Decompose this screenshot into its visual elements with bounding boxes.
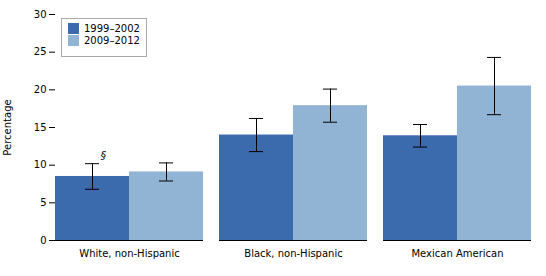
svg-text:§: §	[101, 149, 107, 162]
svg-text:10: 10	[34, 159, 47, 170]
html-text:1999–2002: 1999–2002	[84, 23, 140, 34]
svg-text:25: 25	[34, 46, 47, 57]
svg-text:White, non-Hispanic: White, non-Hispanic	[79, 248, 179, 259]
svg-text:Black, non-Hispanic: Black, non-Hispanic	[244, 248, 342, 259]
svg-text:Mexican American: Mexican American	[411, 248, 503, 259]
svg-text:20: 20	[34, 84, 47, 95]
svg-text:5: 5	[40, 197, 46, 208]
html-text:2009–2012: 2009–2012	[84, 35, 140, 46]
svg-text:15: 15	[34, 122, 47, 133]
svg-text:30: 30	[34, 9, 47, 20]
svg-text:Percentage: Percentage	[2, 99, 13, 155]
svg-text:0: 0	[40, 235, 46, 246]
